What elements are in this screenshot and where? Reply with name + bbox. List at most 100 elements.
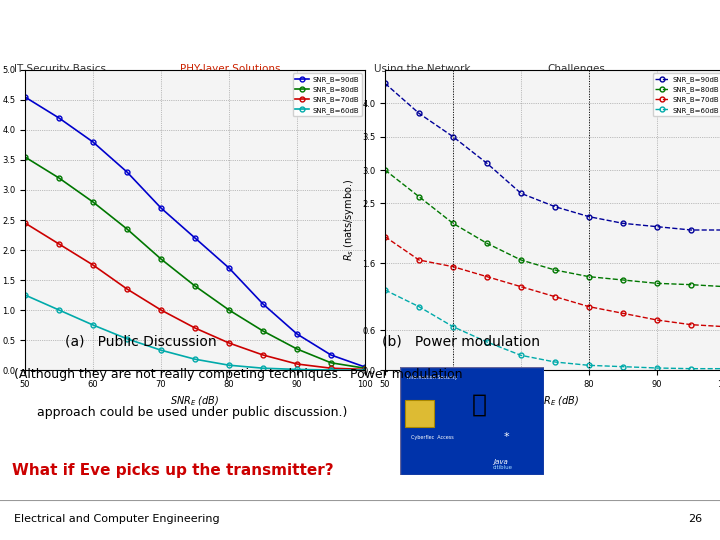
SNR_B=60dB: [381, 287, 390, 293]
Line: SNR_B=90dB: SNR_B=90dB: [382, 81, 720, 232]
SNR_B=70dB: [258, 352, 267, 358]
SNR_B=70dB: [21, 220, 30, 226]
Text: citiblue: citiblue: [493, 465, 513, 470]
Legend: SNR_B=90dB, SNR_B=80dB, SNR_B=70dB, SNR_B=60dB: SNR_B=90dB, SNR_B=80dB, SNR_B=70dB, SNR_…: [653, 73, 720, 117]
SNR_B=60dB: [361, 367, 369, 373]
SNR_B=60dB: [415, 303, 423, 310]
SNR_B=80dB: [585, 273, 593, 280]
Line: SNR_B=60dB: SNR_B=60dB: [382, 288, 720, 371]
SNR_B=90dB: [415, 110, 423, 117]
SNR_B=60dB: [585, 362, 593, 369]
SNR_B=80dB: [327, 360, 336, 366]
SNR_B=90dB: [361, 364, 369, 370]
Text: Java: Java: [493, 459, 508, 465]
SNR_B=60dB: [89, 322, 97, 328]
SNR_B=70dB: [89, 262, 97, 268]
SNR_B=90dB: [258, 301, 267, 307]
Text: approach could be used under public discussion.): approach could be used under public disc…: [29, 406, 347, 419]
SNR_B=60dB: [225, 362, 233, 368]
Line: SNR_B=70dB: SNR_B=70dB: [382, 234, 720, 329]
SNR_B=90dB: [55, 115, 63, 122]
SNR_B=70dB: [157, 307, 166, 313]
SNR_B=80dB: [157, 256, 166, 262]
Text: *: *: [503, 433, 509, 442]
Text: (Although they are not really competing techniques.  Power modulation: (Although they are not really competing …: [14, 368, 463, 381]
SNR_B=70dB: [55, 241, 63, 247]
SNR_B=80dB: [89, 199, 97, 205]
SNR_B=90dB: [585, 213, 593, 220]
SNR_B=80dB: [381, 167, 390, 173]
Text: 🦋: 🦋: [472, 393, 486, 417]
Y-axis label: $R_s$ (nats/symbo.): $R_s$ (nats/symbo.): [343, 179, 356, 261]
SNR_B=70dB: [292, 361, 302, 367]
SNR_B=80dB: [687, 281, 696, 288]
SNR_B=80dB: [122, 226, 131, 232]
SNR_B=60dB: [551, 359, 559, 365]
SNR_B=90dB: [225, 265, 233, 271]
SNR_B=60dB: [653, 364, 662, 371]
SNR_B=80dB: [653, 280, 662, 287]
SNR_B=90dB: [157, 205, 166, 211]
SNR_B=70dB: [482, 273, 491, 280]
Text: UMass: UMass: [14, 14, 98, 36]
Line: SNR_B=80dB: SNR_B=80dB: [382, 167, 720, 289]
SNR_B=80dB: [449, 220, 457, 227]
SNR_B=60dB: [687, 366, 696, 372]
SNR_B=80dB: [191, 283, 199, 289]
Text: Challenges: Challenges: [547, 64, 605, 74]
Text: Using the Network: Using the Network: [374, 64, 471, 74]
SNR_B=90dB: [292, 331, 302, 338]
SNR_B=80dB: [415, 193, 423, 200]
SNR_B=60dB: [21, 292, 30, 298]
SNR_B=60dB: [327, 367, 336, 373]
Text: 26: 26: [688, 514, 702, 524]
SNR_B=80dB: [225, 307, 233, 313]
Text: (a)   Public Discussion: (a) Public Discussion: [65, 335, 216, 349]
SNR_B=80dB: [482, 240, 491, 247]
SNR_B=60dB: [122, 335, 131, 342]
SNR_B=60dB: [55, 307, 63, 313]
SNR_B=90dB: [191, 235, 199, 241]
SNR_B=70dB: [122, 286, 131, 292]
SNR_B=60dB: [449, 323, 457, 330]
Line: SNR_B=70dB: SNR_B=70dB: [22, 220, 367, 372]
Text: Cyberflec  Access: Cyberflec Access: [411, 435, 454, 440]
Text: What if Eve picks up the transmitter?: What if Eve picks up the transmitter?: [12, 463, 333, 478]
SNR_B=90dB: [449, 133, 457, 140]
SNR_B=90dB: [517, 190, 526, 197]
SNR_B=70dB: [585, 303, 593, 310]
SNR_B=70dB: [653, 317, 662, 323]
SNR_B=70dB: [618, 310, 627, 316]
SNR_B=90dB: [89, 139, 97, 145]
Text: Information Security: Information Security: [407, 375, 457, 381]
SNR_B=90dB: [327, 352, 336, 358]
SNR_B=60dB: [191, 356, 199, 362]
SNR_B=70dB: [517, 284, 526, 290]
X-axis label: $SNR_E$ (dB): $SNR_E$ (dB): [170, 394, 220, 408]
SNR_B=90dB: [687, 227, 696, 233]
SNR_B=70dB: [551, 293, 559, 300]
SNR_B=80dB: [551, 267, 559, 273]
SNR_B=90dB: [482, 160, 491, 166]
Text: IT Security Basics: IT Security Basics: [14, 64, 107, 74]
SNR_B=80dB: [517, 256, 526, 263]
SNR_B=80dB: [361, 365, 369, 372]
SNR_B=60dB: [258, 365, 267, 372]
SNR_B=60dB: [292, 366, 302, 373]
SNR_B=70dB: [687, 321, 696, 328]
SNR_B=70dB: [361, 366, 369, 373]
SNR_B=90dB: [551, 204, 559, 210]
SNR_B=70dB: [449, 264, 457, 270]
Legend: SNR_B=90dB, SNR_B=80dB, SNR_B=70dB, SNR_B=60dB: SNR_B=90dB, SNR_B=80dB, SNR_B=70dB, SNR_…: [293, 73, 361, 117]
X-axis label: $SNR_E$ (dB): $SNR_E$ (dB): [530, 394, 580, 408]
SNR_B=90dB: [653, 224, 662, 230]
Line: SNR_B=60dB: SNR_B=60dB: [22, 293, 367, 373]
Text: ·Amherst: ·Amherst: [86, 16, 170, 33]
SNR_B=70dB: [415, 256, 423, 263]
SNR_B=70dB: [225, 340, 233, 346]
SNR_B=90dB: [618, 220, 627, 227]
Line: SNR_B=90dB: SNR_B=90dB: [22, 94, 367, 369]
Text: PHY-layer Solutions: PHY-layer Solutions: [180, 64, 281, 74]
SNR_B=80dB: [55, 175, 63, 181]
SNR_B=80dB: [292, 346, 302, 352]
